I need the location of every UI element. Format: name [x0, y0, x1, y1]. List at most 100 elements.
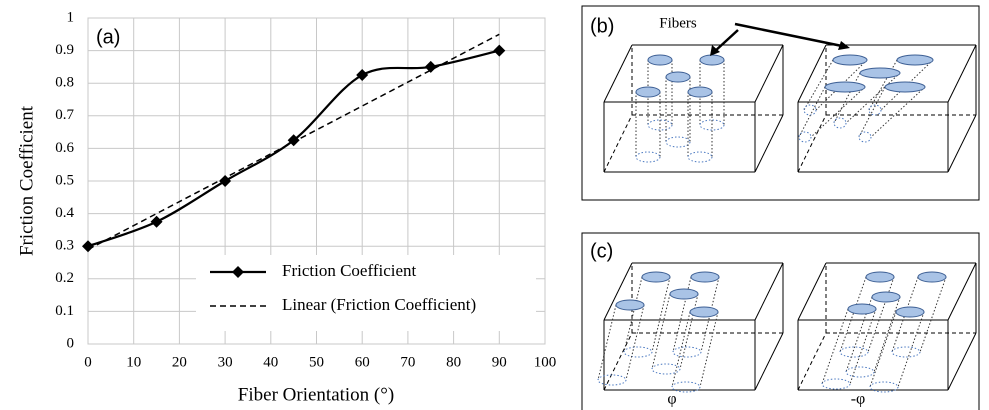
box [603, 262, 784, 391]
fiber-edge [873, 296, 901, 373]
fiber-bottom [671, 381, 701, 393]
fiber-top [895, 306, 925, 318]
legend-box [196, 255, 536, 331]
fiber-top [647, 54, 673, 66]
fiber-top [690, 271, 720, 283]
box-edge [754, 114, 784, 173]
fiber-bottom [597, 374, 627, 386]
y-tick-label: 0.4 [55, 205, 74, 221]
box-edge [603, 262, 633, 321]
fiber-edge [919, 276, 947, 353]
marker [219, 175, 232, 187]
fiber [651, 288, 699, 375]
fiber-bottom [868, 104, 882, 116]
fiber-top [847, 303, 877, 315]
box-edge [947, 262, 977, 321]
x-tick-label: 60 [355, 354, 370, 370]
fiber [623, 271, 671, 358]
legend: Friction Coefficient Linear (Friction Coe… [196, 255, 536, 331]
fiber-top [641, 271, 671, 283]
fiber-edge [839, 276, 867, 353]
x-tick-label: 100 [534, 354, 557, 370]
fiber-bottom [635, 151, 661, 163]
hidden-edge [603, 332, 633, 391]
plot-area: 0 10 20 30 40 50 60 70 80 90 100 0 0.1 0.2 0.3 0.4 0.5 0.… [55, 9, 556, 370]
fiber-edge [671, 311, 691, 388]
fiber-edge [868, 59, 898, 111]
hidden-edge [797, 114, 827, 173]
marker [424, 60, 437, 73]
fiber-bottom [833, 117, 847, 129]
y-tick-label: 0.7 [55, 107, 74, 123]
fiber-top [917, 271, 947, 283]
x-tick-label: 30 [218, 354, 233, 370]
fiber-bottom [839, 346, 869, 358]
fiber [798, 81, 866, 143]
marker [232, 266, 244, 278]
fiber-edge [833, 72, 861, 124]
fiber-top [635, 86, 661, 98]
x-tick-label: 10 [126, 354, 141, 370]
fiber-top [865, 271, 895, 283]
y-tick-label: 0.6 [55, 140, 74, 156]
hidden-edge [797, 332, 827, 391]
fiber-bottom [647, 119, 673, 131]
fiber-top [689, 306, 719, 318]
arrow [713, 29, 739, 53]
fiber-edge [651, 293, 671, 370]
x-tick-label: 50 [309, 354, 324, 370]
fiber [869, 306, 925, 393]
box [797, 44, 977, 173]
fiber-bottom [699, 119, 725, 131]
box-edge [797, 44, 827, 103]
fiber-bottom [858, 131, 872, 143]
trend-line [87, 33, 500, 251]
fiber-edge [821, 308, 849, 385]
fiber-top [824, 81, 866, 93]
fiber-edge [798, 86, 826, 138]
fiber-top [871, 291, 901, 303]
y-tick-label: 0 [67, 335, 75, 351]
box-edge [947, 44, 977, 103]
fiber [858, 81, 926, 143]
fiber-edge [672, 276, 692, 353]
y-tick-label: 0.9 [55, 42, 74, 58]
fiber [671, 306, 719, 393]
fiber-top [896, 54, 934, 66]
y-tick-label: 0.1 [55, 303, 74, 319]
y-tick-label: 0.2 [55, 270, 74, 286]
marker [82, 240, 94, 253]
fiber [839, 271, 895, 358]
marker [493, 44, 506, 57]
fiber-top [699, 54, 725, 66]
hidden-edge [603, 114, 633, 173]
box-edge [754, 44, 784, 103]
box-edge [754, 332, 784, 391]
x-tick-label: 20 [172, 354, 187, 370]
fiber-edge [651, 276, 671, 353]
fiber-top [884, 81, 926, 93]
x-tick-label: 0 [84, 354, 92, 370]
angle-label: φ [667, 391, 676, 408]
fiber [868, 54, 934, 116]
marker [150, 215, 163, 228]
fiber-bottom [672, 346, 702, 358]
y-axis-title: Friction Coefficient [16, 105, 37, 256]
fiber-bottom [623, 346, 653, 358]
fiber-top [665, 71, 691, 83]
fiber-edge [623, 276, 643, 353]
x-tick-label: 70 [400, 354, 415, 370]
angle-label: -φ [851, 391, 866, 408]
fiber-bottom [665, 136, 691, 148]
legend-label: Linear (Friction Coefficient) [282, 295, 476, 314]
fiber-edge [845, 296, 873, 373]
fiber-top [859, 67, 901, 79]
fiber-top [832, 54, 868, 66]
fiber-edge [897, 311, 925, 388]
marker [356, 69, 369, 82]
panel-c-frame [581, 232, 980, 410]
panel-b-frame [581, 5, 980, 201]
arrowhead [710, 45, 720, 56]
